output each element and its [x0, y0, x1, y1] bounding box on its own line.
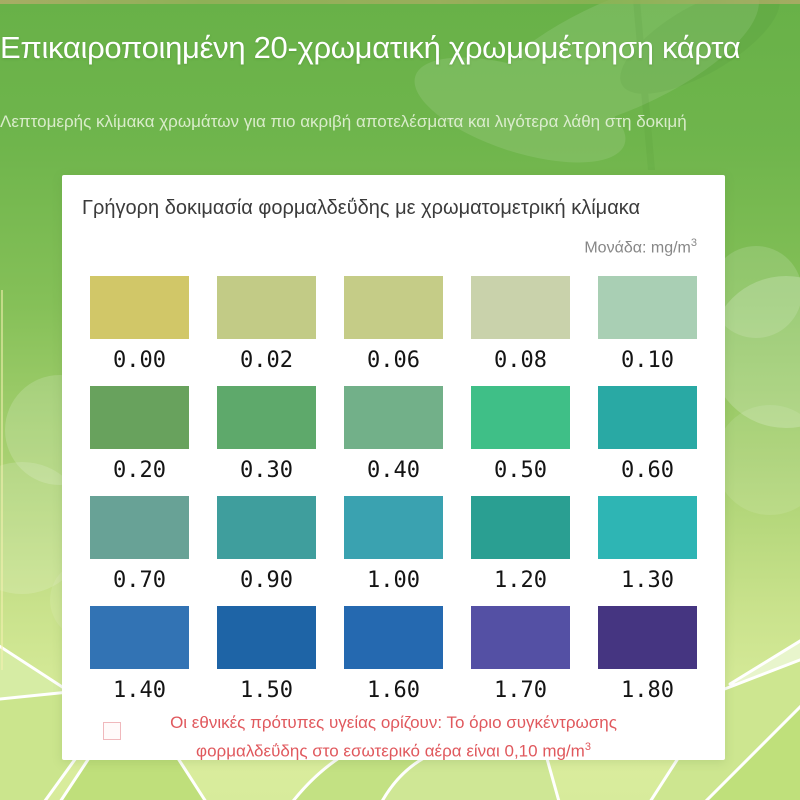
swatch-value: 0.08: [494, 348, 547, 373]
note-line2: φορμαλδεΰδης στο εσωτερικό αέρα είναι 0,…: [196, 741, 585, 761]
swatch-value: 1.20: [494, 568, 547, 593]
swatch-value: 0.06: [367, 348, 420, 373]
swatch-cell: 1.70: [471, 606, 570, 716]
swatch-value: 0.02: [240, 348, 293, 373]
card-title: Γρήγορη δοκιμασία φορμαλδεΰδης με χρωματ…: [82, 197, 641, 219]
color-swatch: [344, 496, 443, 559]
swatch-cell: 1.00: [344, 496, 443, 606]
swatch-value: 0.40: [367, 458, 420, 483]
color-swatch: [471, 276, 570, 339]
swatch-cell: 1.50: [217, 606, 316, 716]
unit-label: Μονάδα: mg/m3: [584, 237, 697, 257]
swatch-cell: 0.10: [598, 276, 697, 386]
swatch-cell: 0.02: [217, 276, 316, 386]
page-subtitle: Λεπτομερής κλίμακα χρωμάτων για πιο ακρι…: [0, 112, 687, 131]
unit-superscript: 3: [690, 237, 697, 249]
color-swatch: [598, 496, 697, 559]
swatch-value: 1.80: [621, 678, 674, 703]
swatch-cell: 0.50: [471, 386, 570, 496]
color-swatch: [217, 606, 316, 669]
swatch-value: 0.60: [621, 458, 674, 483]
swatch-cell: 1.20: [471, 496, 570, 606]
swatch-value: 0.10: [621, 348, 674, 373]
color-swatch: [344, 386, 443, 449]
note-superscript: 3: [584, 741, 591, 753]
swatch-value: 1.60: [367, 678, 420, 703]
color-swatch: [90, 276, 189, 339]
swatch-cell: 0.00: [90, 276, 189, 386]
swatch-cell: 0.70: [90, 496, 189, 606]
swatch-value: 0.20: [113, 458, 166, 483]
swatch-value: 0.70: [113, 568, 166, 593]
swatch-cell: 0.40: [344, 386, 443, 496]
color-swatch: [471, 386, 570, 449]
color-swatch: [217, 386, 316, 449]
swatch-value: 0.50: [494, 458, 547, 483]
color-swatch: [90, 386, 189, 449]
color-swatch: [471, 606, 570, 669]
swatch-value: 0.00: [113, 348, 166, 373]
note-marker-square: [103, 722, 121, 740]
color-swatch: [598, 606, 697, 669]
swatch-cell: 0.20: [90, 386, 189, 496]
top-border-strip: [0, 0, 800, 4]
swatch-cell: 1.40: [90, 606, 189, 716]
swatch-value: 1.30: [621, 568, 674, 593]
unit-text: Μονάδα: mg/m: [584, 239, 691, 257]
swatch-value: 1.00: [367, 568, 420, 593]
page-title: Επικαιροποιημένη 20-χρωματική χρωμομέτρη…: [0, 30, 741, 65]
swatch-cell: 1.30: [598, 496, 697, 606]
color-swatch: [90, 496, 189, 559]
swatch-value: 0.90: [240, 568, 293, 593]
note-line1: Οι εθνικές πρότυπες υγείας ορίζουν: Το ό…: [170, 713, 617, 732]
swatch-cell: 1.80: [598, 606, 697, 716]
color-swatch: [217, 276, 316, 339]
color-swatch: [344, 606, 443, 669]
left-edge-highlight: [1, 290, 3, 670]
swatch-value: 0.30: [240, 458, 293, 483]
color-swatch: [598, 276, 697, 339]
swatch-value: 1.50: [240, 678, 293, 703]
color-swatch: [90, 606, 189, 669]
color-swatch: [471, 496, 570, 559]
color-grid: 0.00 0.02 0.06 0.08 0.10 0.20 0.30 0.40 0.50 0.60…: [90, 276, 697, 716]
color-swatch: [344, 276, 443, 339]
colorimetric-card: Γρήγορη δοκιμασία φορμαλδεΰδης με χρωματ…: [62, 175, 725, 761]
color-swatch: [217, 496, 316, 559]
swatch-cell: 0.30: [217, 386, 316, 496]
swatch-cell: 1.60: [344, 606, 443, 716]
health-standard-note: Οι εθνικές πρότυπες υγείας ορίζουν: Το ό…: [62, 711, 725, 764]
swatch-cell: 0.06: [344, 276, 443, 386]
swatch-value: 1.70: [494, 678, 547, 703]
swatch-cell: 0.60: [598, 386, 697, 496]
swatch-value: 1.40: [113, 678, 166, 703]
swatch-cell: 0.90: [217, 496, 316, 606]
swatch-cell: 0.08: [471, 276, 570, 386]
color-swatch: [598, 386, 697, 449]
